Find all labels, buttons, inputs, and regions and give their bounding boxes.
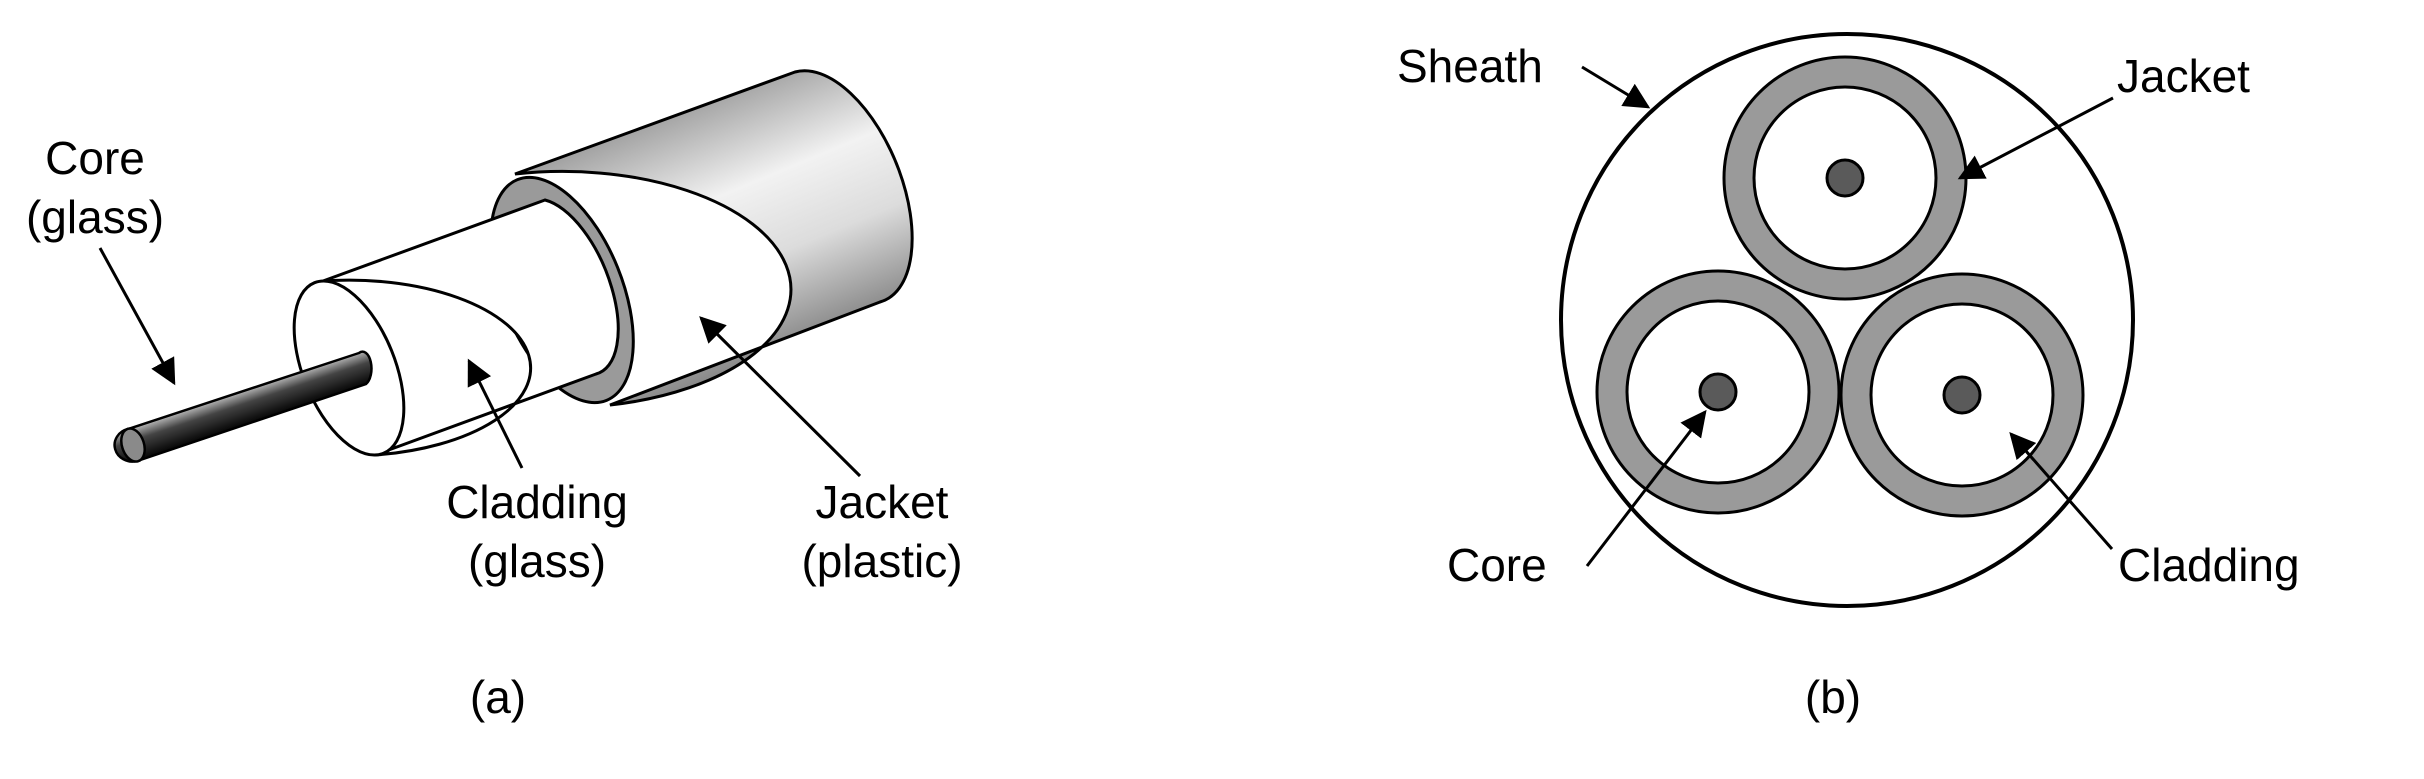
sheath-label: Sheath <box>1397 40 1543 92</box>
panel-b-caption: (b) <box>1805 671 1861 723</box>
core-pointer-arrow <box>98 247 176 386</box>
cladding-glass-label-line1: Cladding <box>446 476 628 528</box>
jacket-pointer-arrow-b <box>1957 96 2114 180</box>
fiber-right-core <box>1942 375 1982 415</box>
jacket-cylinder-body <box>514 69 914 407</box>
jacket-label: Jacket <box>2117 50 2250 102</box>
fiber-top-core <box>1825 158 1865 198</box>
jacket-plastic-label-line1: Jacket <box>816 476 949 528</box>
cladding-cylinder-body <box>322 198 620 457</box>
sheath-pointer-arrow <box>1581 65 1651 109</box>
core-glass-label-line2: (glass) <box>26 191 164 243</box>
jacket-pointer-arrow <box>699 316 862 478</box>
core-pointer-arrow-b <box>1585 409 1707 567</box>
core-end-face <box>120 427 146 463</box>
cladding-pointer-arrow <box>467 358 524 469</box>
cladding-label: Cladding <box>2118 539 2300 591</box>
fiber-left-core <box>1698 372 1738 412</box>
panel-a-caption: (a) <box>470 671 526 723</box>
panel-b-cross-section <box>1559 32 2135 608</box>
cladding-glass-label-line2: (glass) <box>468 535 606 587</box>
cladding-pointer-arrow-b <box>2009 432 2114 550</box>
core-glass-label-line1: Core <box>45 132 145 184</box>
jacket-plastic-label-line2: (plastic) <box>801 535 962 587</box>
panel-a-cable <box>113 69 914 463</box>
core-label: Core <box>1447 539 1547 591</box>
